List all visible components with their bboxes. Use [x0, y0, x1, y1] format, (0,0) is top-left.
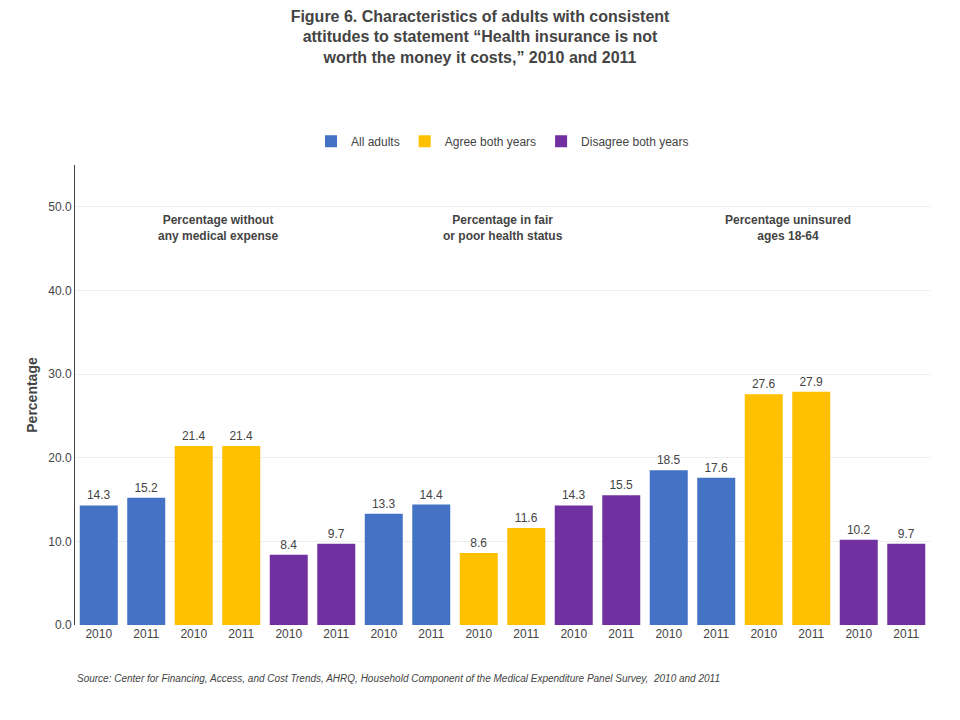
- svg-text:11.6: 11.6: [515, 511, 538, 525]
- svg-text:21.4: 21.4: [182, 429, 206, 443]
- svg-text:Percentage in fairor poor heal: Percentage in fairor poor health status: [443, 213, 563, 243]
- svg-text:9.7: 9.7: [898, 527, 915, 541]
- svg-text:2010: 2010: [465, 627, 492, 641]
- svg-text:Percentage uninsuredages 18-64: Percentage uninsuredages 18-64: [725, 213, 851, 243]
- svg-text:20.0: 20.0: [48, 451, 72, 465]
- svg-text:2010: 2010: [845, 627, 872, 641]
- svg-text:2011: 2011: [608, 627, 634, 641]
- svg-text:2011: 2011: [323, 627, 349, 641]
- svg-text:10.2: 10.2: [847, 523, 871, 537]
- svg-text:18.5: 18.5: [657, 453, 681, 467]
- svg-text:2011: 2011: [418, 627, 444, 641]
- svg-text:50.0: 50.0: [48, 200, 72, 214]
- svg-text:40.0: 40.0: [48, 284, 72, 298]
- svg-text:14.4: 14.4: [419, 488, 443, 502]
- svg-text:Percentage: Percentage: [24, 357, 40, 433]
- svg-text:2010: 2010: [655, 627, 682, 641]
- svg-text:2011: 2011: [703, 627, 729, 641]
- svg-text:2011: 2011: [228, 627, 254, 641]
- svg-text:15.5: 15.5: [609, 478, 633, 492]
- svg-text:Disagree both years: Disagree both years: [581, 135, 688, 149]
- svg-text:2011: 2011: [133, 627, 159, 641]
- svg-text:2010: 2010: [560, 627, 587, 641]
- svg-text:9.7: 9.7: [328, 527, 345, 541]
- svg-text:Percentage withoutany medical: Percentage withoutany medical expense: [158, 213, 278, 243]
- svg-text:30.0: 30.0: [48, 367, 72, 381]
- svg-text:8.4: 8.4: [280, 538, 297, 552]
- svg-text:2010: 2010: [85, 627, 112, 641]
- svg-text:8.6: 8.6: [470, 536, 487, 550]
- svg-text:Source: Center for Financing,: Source: Center for Financing, Access, an…: [77, 673, 720, 684]
- svg-text:21.4: 21.4: [229, 429, 253, 443]
- svg-text:2011: 2011: [513, 627, 539, 641]
- svg-text:Figure 6. Characteristics of a: Figure 6. Characteristics of adults with…: [291, 8, 670, 67]
- svg-text:All adults: All adults: [351, 135, 400, 149]
- svg-text:2010: 2010: [370, 627, 397, 641]
- svg-text:0.0: 0.0: [55, 618, 72, 632]
- svg-text:14.3: 14.3: [562, 488, 586, 502]
- svg-text:2010: 2010: [750, 627, 777, 641]
- svg-text:10.0: 10.0: [48, 535, 72, 549]
- svg-text:13.3: 13.3: [372, 497, 396, 511]
- svg-text:2011: 2011: [893, 627, 919, 641]
- svg-text:2010: 2010: [180, 627, 207, 641]
- svg-text:14.3: 14.3: [87, 488, 111, 502]
- svg-text:27.6: 27.6: [752, 377, 776, 391]
- svg-text:17.6: 17.6: [704, 461, 728, 475]
- svg-text:2011: 2011: [798, 627, 824, 641]
- svg-text:27.9: 27.9: [799, 375, 823, 389]
- svg-text:2010: 2010: [275, 627, 302, 641]
- svg-text:15.2: 15.2: [134, 481, 158, 495]
- svg-text:Agree both years: Agree both years: [445, 135, 536, 149]
